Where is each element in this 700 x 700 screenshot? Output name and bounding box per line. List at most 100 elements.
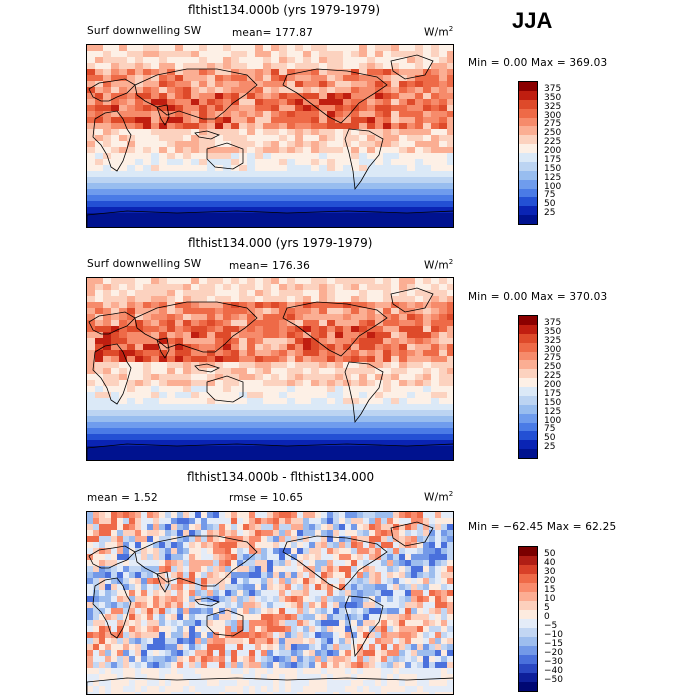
panel3-rmse-label: rmse = 10.65: [229, 492, 304, 504]
panel1-units: W/m2: [424, 25, 454, 39]
colorbar-swatch: [519, 153, 537, 162]
colorbar-tick-label: −40: [544, 666, 563, 676]
colorbar-swatch: [519, 197, 537, 207]
colorbar-swatch: [519, 449, 537, 458]
colorbar-tick-label: 250: [544, 128, 562, 139]
colorbar-swatch: [519, 161, 537, 171]
colorbar-swatch: [519, 188, 537, 198]
colorbar-tick-label: 75: [544, 424, 556, 435]
colorbar-tick-label: 375: [544, 83, 562, 94]
colorbar-tick-label: −5: [544, 621, 558, 631]
season-label: JJA: [512, 8, 553, 33]
colorbar-swatch: [519, 404, 537, 414]
panel1-variable-label: Surf downwelling SW: [87, 25, 202, 37]
colorbar-swatch: [519, 342, 537, 352]
colorbar-tick-label: 20: [544, 576, 556, 586]
colorbar-swatch: [519, 316, 537, 325]
colorbar-tick-label: 50: [544, 199, 556, 210]
colorbar-tick-label: 300: [544, 344, 562, 355]
panel3-units: W/m2: [424, 490, 454, 504]
colorbar-tick-label: 15: [544, 585, 556, 595]
panel2-minmax: Min = 0.00 Max = 370.03: [468, 291, 608, 303]
colorbar-tick-label: 325: [544, 101, 562, 112]
panel1-title: flthist134.000b (yrs 1979-1979): [188, 3, 381, 17]
colorbar-swatch: [519, 413, 537, 423]
colorbar-tick-label: 10: [544, 594, 556, 604]
colorbar-tick-label: 225: [544, 371, 562, 382]
colorbar-tick-label: 175: [544, 388, 562, 399]
colorbar-swatch: [519, 673, 537, 682]
colorbar-tick-label: 175: [544, 154, 562, 165]
colorbar-swatch: [519, 592, 537, 601]
colorbar-tick-label: 50: [544, 549, 556, 559]
colorbar-tick-label: 75: [544, 190, 556, 201]
colorbar-tick-label: 100: [544, 181, 562, 192]
colorbar-swatch: [519, 215, 537, 224]
colorbar-tick-label: −50: [544, 675, 563, 685]
panel2-units: W/m2: [424, 258, 454, 272]
colorbar-tick-label: 350: [544, 326, 562, 337]
colorbar-swatch: [519, 378, 537, 387]
colorbar-tick-label: 100: [544, 415, 562, 426]
colorbar-swatch: [519, 547, 537, 556]
panel2-title: flthist134.000 (yrs 1979-1979): [188, 236, 373, 250]
colorbar-tick-label: 25: [544, 208, 556, 219]
colorbar-tick-label: 275: [544, 119, 562, 130]
colorbar-swatch: [519, 206, 537, 216]
colorbar-tick-label: 225: [544, 137, 562, 148]
colorbar-tick-label: 150: [544, 397, 562, 408]
colorbar-tick-label: −30: [544, 657, 563, 667]
colorbar-swatch: [519, 628, 537, 637]
colorbar-swatch: [519, 351, 537, 361]
colorbar-swatch: [519, 610, 537, 619]
colorbar-tick-label: 300: [544, 110, 562, 121]
colorbar-swatch: [519, 556, 537, 565]
colorbar-swatch: [519, 565, 537, 574]
panel1-mean-label: mean= 177.87: [232, 27, 314, 39]
panel3-colorbar: [518, 546, 538, 692]
colorbar-swatch: [519, 395, 537, 405]
colorbar-swatch: [519, 170, 537, 180]
colorbar-swatch: [519, 135, 537, 145]
colorbar-tick-label: 30: [544, 567, 556, 577]
panel1-colorbar: [518, 81, 538, 225]
colorbar-swatch: [519, 655, 537, 664]
panel3-map: [86, 511, 454, 695]
colorbar-swatch: [519, 601, 537, 610]
panel3-mean-label: mean = 1.52: [87, 492, 158, 504]
colorbar-tick-label: 375: [544, 317, 562, 328]
colorbar-tick-label: −15: [544, 639, 563, 649]
colorbar-swatch: [519, 574, 537, 583]
colorbar-tick-label: 250: [544, 362, 562, 373]
panel2-map: [86, 277, 454, 461]
colorbar-tick-label: 125: [544, 406, 562, 417]
colorbar-swatch: [519, 126, 537, 136]
colorbar-tick-label: 200: [544, 380, 562, 390]
colorbar-tick-label: 40: [544, 558, 556, 568]
colorbar-swatch: [519, 99, 537, 109]
panel2-colorbar: [518, 315, 538, 459]
panel2-mean-label: mean= 176.36: [229, 260, 311, 272]
colorbar-swatch: [519, 422, 537, 432]
colorbar-tick-label: 275: [544, 353, 562, 364]
colorbar-tick-label: 350: [544, 92, 562, 103]
colorbar-swatch: [519, 387, 537, 396]
panel1-map: [86, 44, 454, 228]
colorbar-swatch: [519, 646, 537, 655]
colorbar-tick-label: 200: [544, 146, 562, 156]
colorbar-swatch: [519, 324, 537, 334]
panel2-variable-label: Surf downwelling SW: [87, 258, 202, 270]
colorbar-swatch: [519, 360, 537, 370]
colorbar-tick-label: 25: [544, 442, 556, 453]
panel1-minmax: Min = 0.00 Max = 369.03: [468, 57, 608, 69]
colorbar-swatch: [519, 664, 537, 673]
colorbar-swatch: [519, 583, 537, 592]
colorbar-tick-label: 325: [544, 335, 562, 346]
colorbar-swatch: [519, 117, 537, 127]
colorbar-tick-label: 0: [544, 612, 550, 622]
colorbar-swatch: [519, 108, 537, 118]
colorbar-swatch: [519, 82, 537, 91]
colorbar-tick-label: 5: [544, 603, 550, 613]
colorbar-tick-label: −10: [544, 630, 563, 640]
colorbar-swatch: [519, 619, 537, 628]
